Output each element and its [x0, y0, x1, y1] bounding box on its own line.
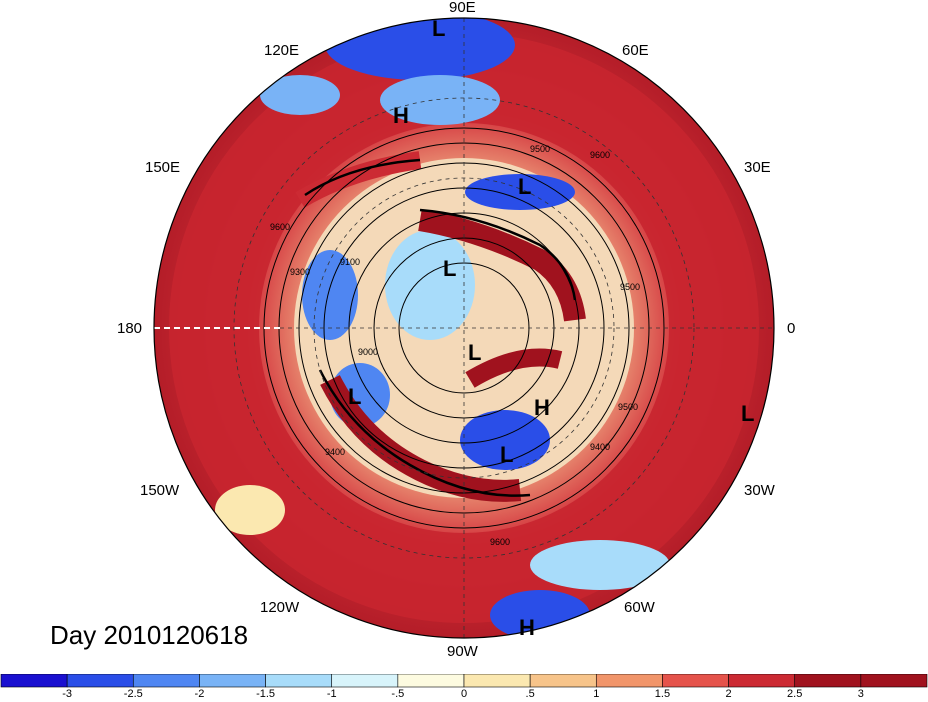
colorbar-swatch: [0, 674, 68, 688]
colorbar-swatch: [66, 674, 134, 688]
colorbar-swatch: [199, 674, 266, 688]
colorbar-swatch: [529, 674, 597, 688]
lon-label-120e: 120E: [264, 42, 300, 59]
contour-label: 9400: [325, 447, 345, 457]
contour-label: 9500: [530, 144, 550, 154]
pressure-center-label: L: [500, 442, 513, 467]
lon-label-30e: 30E: [744, 159, 771, 176]
lon-label-0: 0: [787, 320, 796, 337]
lon-label-60e: 60E: [622, 42, 649, 59]
contour-label: 9300: [290, 267, 310, 277]
colorbar-tick-label: 2: [725, 688, 732, 700]
colorbar-tick-label: -1.5: [256, 688, 276, 700]
lon-label-120w: 120W: [260, 599, 300, 616]
colorbar-tick-label: -2: [194, 688, 205, 700]
contour-label: 9000: [358, 347, 378, 357]
colorbar-tick-label: 2.5: [787, 688, 803, 700]
lon-label-60w: 60W: [624, 599, 655, 616]
pressure-center-label: L: [518, 174, 531, 199]
colorbar-swatch: [463, 674, 531, 688]
contour-label: 9400: [590, 442, 610, 452]
data-field: [154, 18, 774, 638]
contour-label: 9600: [590, 150, 610, 160]
polar-map: L H L L L L H L L H 9500 9600 9600 9300 …: [153, 16, 775, 640]
contour-label: 9500: [620, 282, 640, 292]
contour-label: 9600: [270, 222, 290, 232]
contour-label: 9500: [618, 402, 638, 412]
lon-label-90e: 90E: [449, 0, 476, 16]
pressure-center-label: L: [348, 384, 361, 409]
lon-label-150w: 150W: [140, 482, 180, 499]
colorbar-swatch: [331, 674, 399, 688]
lon-label-150e: 150E: [145, 159, 181, 176]
colorbar-tick-label: 0: [460, 688, 468, 700]
pressure-center-label: L: [443, 256, 456, 281]
colorbar-swatch: [794, 674, 862, 688]
colorbar-tick-label: 1.5: [654, 688, 671, 700]
pressure-centers: L H L L L L H L L H: [348, 16, 754, 640]
colorbar-tick-label: -1: [326, 688, 337, 700]
colorbar-swatch: [397, 674, 465, 688]
pressure-center-label: L: [741, 401, 754, 426]
pressure-center-label: L: [432, 16, 445, 41]
colorbar-swatch: [265, 674, 333, 688]
colorbar-swatch: [662, 674, 729, 688]
lon-label-30w: 30W: [744, 482, 775, 499]
contour-label: 9100: [340, 257, 360, 267]
contour-label: 9600: [490, 537, 510, 547]
colorbar-tick-label: 3: [857, 688, 864, 700]
page-title: Day 2010120618: [50, 620, 249, 650]
colorbar-tick-label: -.5: [391, 688, 405, 700]
colorbar-swatch: [728, 674, 796, 688]
colorbar-swatch: [132, 674, 200, 688]
lon-label-90w: 90W: [447, 643, 478, 660]
pressure-center-label: L: [468, 340, 481, 365]
lon-label-180: 180: [117, 320, 143, 337]
colorbar-tick-label: -2.5: [123, 688, 143, 700]
colorbar-tick-label: 1: [593, 688, 600, 700]
colorbar: [0, 674, 928, 688]
colorbar-tick-label: .5: [525, 688, 535, 700]
colorbar-tick-label: -3: [62, 688, 73, 700]
colorbar-swatch: [860, 674, 928, 688]
contour-labels: 9500 9600 9600 9300 9100 9000 9500 9400 …: [270, 144, 640, 547]
pressure-center-label: H: [393, 103, 409, 128]
pressure-center-label: H: [534, 395, 550, 420]
colorbar-swatch: [595, 674, 663, 688]
pressure-center-label: H: [519, 615, 535, 640]
